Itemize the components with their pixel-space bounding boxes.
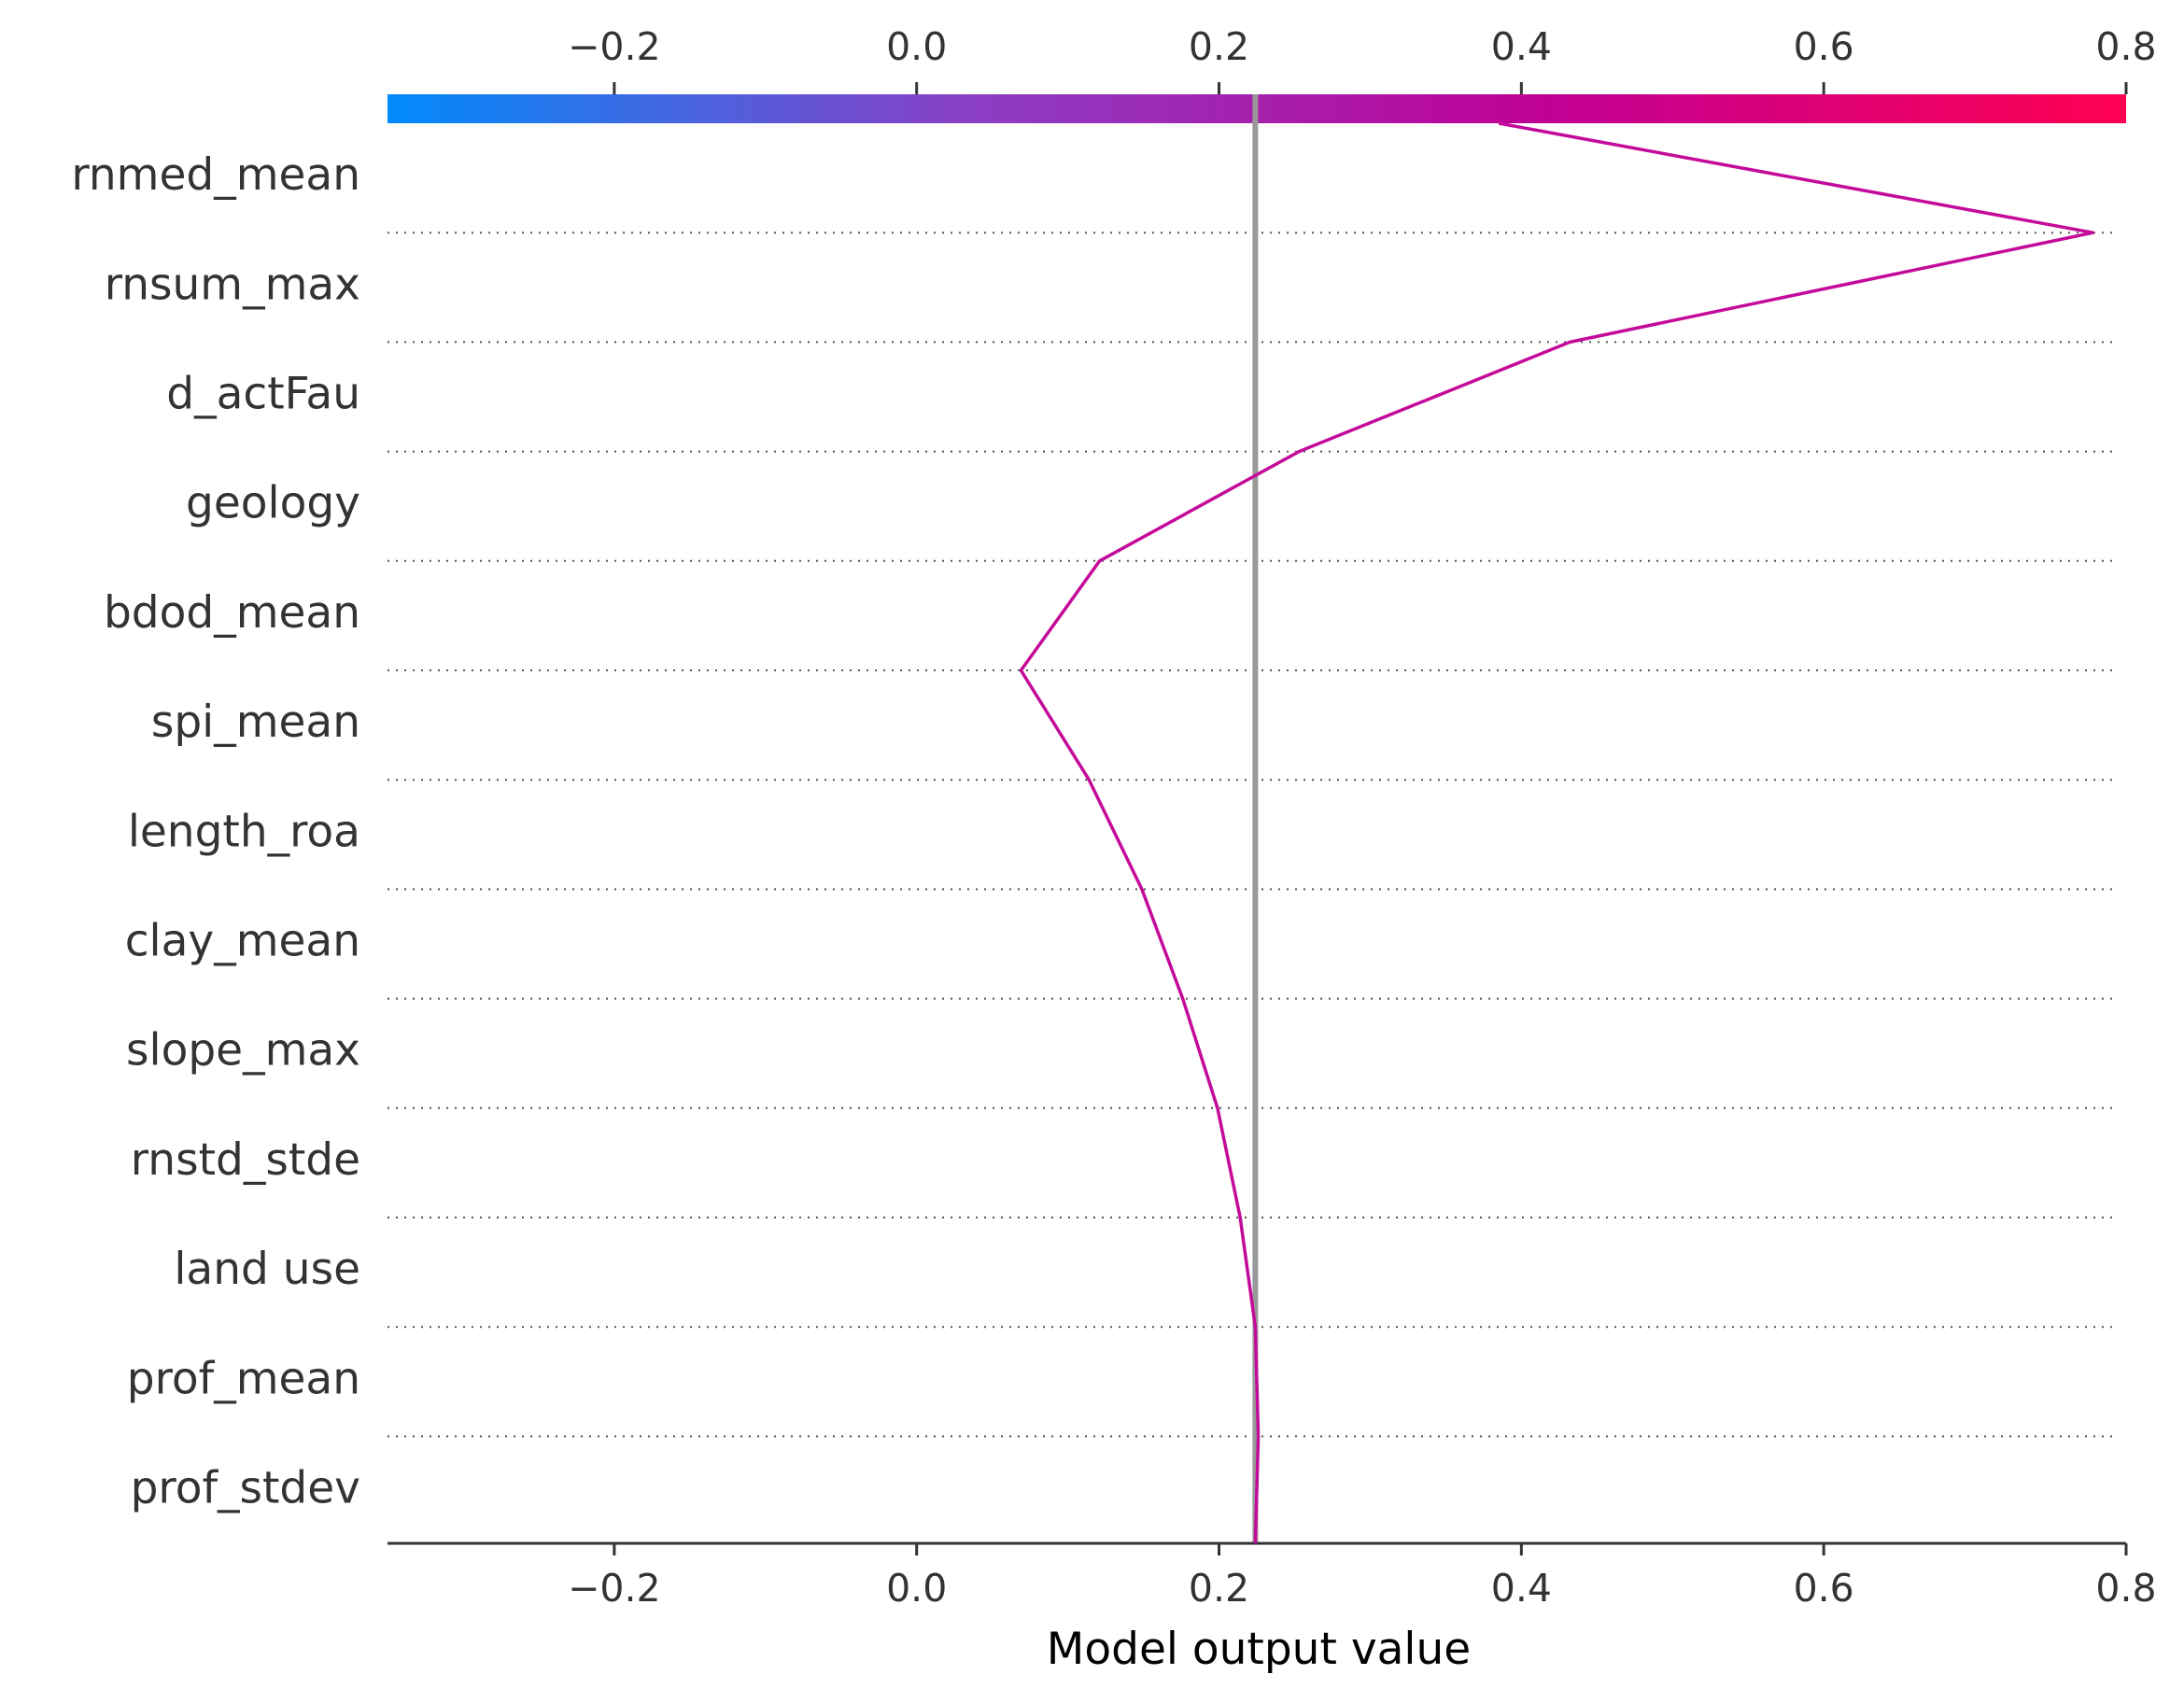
x-axis-title: Model output value — [1047, 1624, 1471, 1675]
bottom-axis: −0.2 0.0 0.2 0.4 0.6 0.8 — [387, 1541, 2157, 1611]
top-tick-label: 0.2 — [1189, 24, 1249, 69]
bottom-tick-label: 0.4 — [1491, 1566, 1552, 1611]
bottom-tick-label: 0.8 — [2095, 1566, 2156, 1611]
bottom-tick-label: −0.2 — [568, 1566, 661, 1611]
feature-label: prof_stdev — [131, 1463, 360, 1514]
top-tick-label: 0.8 — [2095, 24, 2156, 69]
feature-label: geology — [186, 478, 360, 529]
decision-line — [1019, 121, 2095, 1544]
feature-label: prof_mean — [127, 1353, 360, 1404]
feature-label: rnstd_stde — [131, 1134, 360, 1186]
feature-label: clay_mean — [125, 916, 360, 967]
top-axis: −0.2 0.0 0.2 0.4 0.6 0.8 — [568, 24, 2157, 94]
feature-label: slope_max — [126, 1025, 360, 1077]
top-tick-label: 0.6 — [1794, 24, 1854, 69]
bottom-tick-label: 0.2 — [1189, 1566, 1249, 1611]
top-tick-label: −0.2 — [568, 24, 661, 69]
feature-label: land use — [174, 1244, 360, 1295]
decision-path — [1019, 121, 2095, 1544]
top-tick-label: 0.4 — [1491, 24, 1552, 69]
feature-label: rnmed_mean — [71, 149, 360, 201]
bottom-tick-label: 0.0 — [886, 1566, 947, 1611]
top-tick-label: 0.0 — [886, 24, 947, 69]
feature-label: bdod_mean — [104, 587, 360, 639]
feature-label: d_actFau — [166, 369, 360, 420]
feature-label: spi_mean — [151, 697, 360, 748]
feature-label: length_roa — [128, 806, 360, 857]
feature-label: rnsum_max — [105, 259, 360, 310]
bottom-tick-label: 0.6 — [1794, 1566, 1854, 1611]
